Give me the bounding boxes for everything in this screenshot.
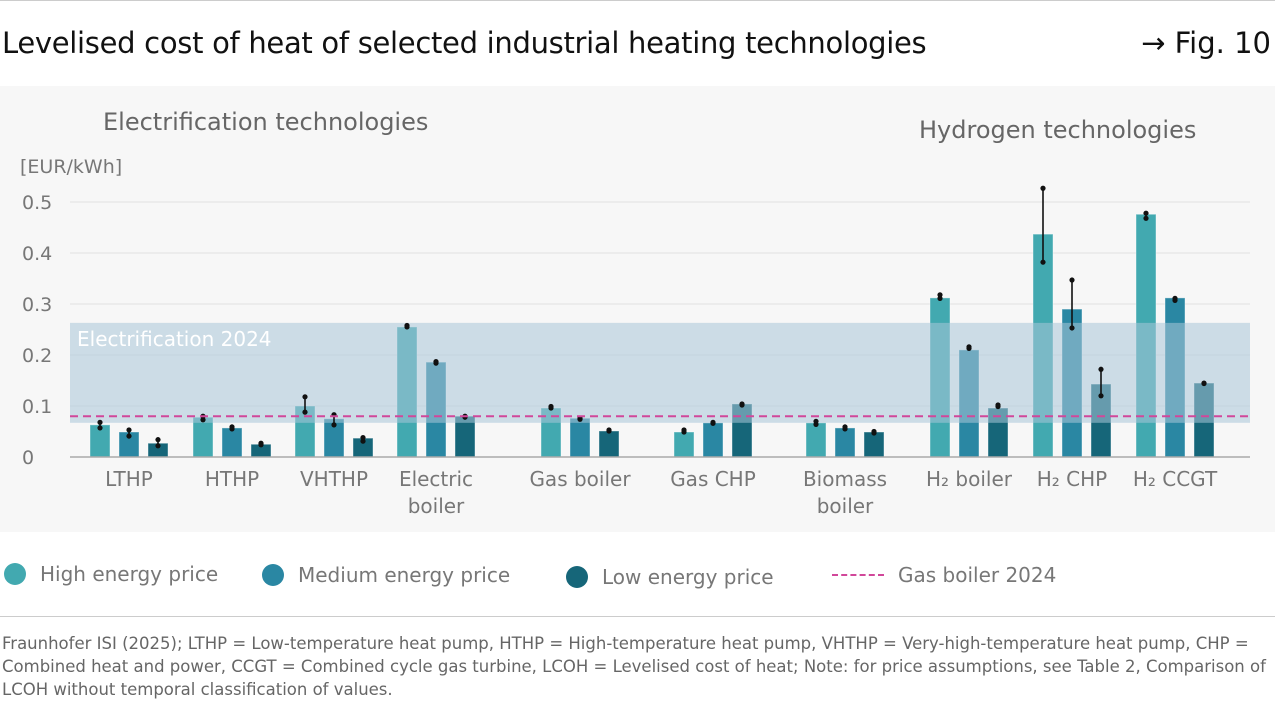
- legend-swatch-medium: [262, 564, 284, 586]
- error-max-dot: [966, 344, 972, 350]
- x-tick-label: Gas boiler: [529, 467, 631, 491]
- page-title: Levelised cost of heat of selected indus…: [2, 26, 927, 60]
- error-max-dot: [842, 424, 848, 430]
- y-tick-label: 0.1: [22, 396, 52, 418]
- error-max-dot: [404, 322, 410, 329]
- error-max-dot: [1040, 185, 1046, 191]
- x-tick-label: H₂ CHP: [1037, 467, 1107, 491]
- error-max-dot: [937, 292, 943, 298]
- error-max-dot: [548, 403, 554, 410]
- error-min-dot: [1143, 215, 1149, 221]
- x-tick-label: boiler: [817, 494, 874, 518]
- error-max-dot: [1172, 295, 1178, 301]
- error-max-dot: [813, 418, 819, 424]
- error-max-dot: [995, 402, 1001, 408]
- error-max-dot: [155, 437, 161, 443]
- bar-0-1: [192, 416, 214, 458]
- error-min-dot: [331, 422, 337, 428]
- legend-high: High energy price: [4, 562, 218, 586]
- error-max-dot: [1201, 380, 1207, 386]
- error-max-dot: [739, 401, 745, 407]
- y-tick-label: 0.3: [22, 294, 52, 316]
- error-max-dot: [710, 419, 716, 425]
- error-max-dot: [1069, 277, 1075, 283]
- bar-1-5: [702, 422, 724, 458]
- y-tick-label: 0.2: [22, 345, 52, 367]
- error-max-dot: [606, 427, 612, 433]
- error-max-dot: [97, 419, 103, 425]
- legend-label: Low energy price: [602, 565, 774, 589]
- error-max-dot: [126, 427, 132, 433]
- error-min-dot: [360, 438, 366, 444]
- error-max-dot: [229, 424, 235, 430]
- bar-0-5: [673, 431, 695, 458]
- bar-0-6: [805, 422, 827, 458]
- legend-medium: Medium energy price: [262, 563, 510, 587]
- y-axis-label: [EUR/kWh]: [20, 156, 122, 178]
- legend-label: Gas boiler 2024: [898, 563, 1057, 587]
- error-min-dot: [97, 425, 103, 431]
- bar-1-1: [221, 427, 243, 458]
- x-tick-label: Electric: [399, 467, 473, 491]
- x-tick-label: H₂ boiler: [926, 467, 1013, 491]
- error-min-dot: [302, 409, 308, 415]
- figure-reference: → Fig. 10: [1141, 26, 1271, 60]
- x-tick-label: VHTHP: [300, 467, 368, 491]
- y-tick-label: 0: [22, 447, 34, 469]
- legend-label: Medium energy price: [298, 563, 511, 587]
- error-max-dot: [681, 427, 687, 433]
- error-min-dot: [937, 295, 943, 301]
- x-tick-label: HTHP: [205, 467, 259, 491]
- y-tick-label: 0.5: [22, 192, 52, 214]
- legend-swatch-low: [566, 566, 588, 588]
- bar-2-4: [598, 430, 620, 458]
- error-min-dot: [200, 417, 206, 423]
- bar-chart: 0 0.1 0.2 0.3 0.4 0.5 [EUR/kWh] Electrification…: [20, 108, 1250, 518]
- legend-reference: Gas boiler 2024: [832, 563, 1056, 587]
- error-max-dot: [258, 440, 264, 446]
- legend-low: Low energy price: [566, 565, 774, 589]
- error-max-dot: [360, 435, 366, 441]
- footnote: Fraunhofer ISI (2025); LTHP = Low-temper…: [2, 634, 1266, 699]
- error-min-dot: [126, 433, 132, 439]
- y-tick-label: 0.4: [22, 243, 52, 265]
- error-min-dot: [155, 443, 161, 449]
- bar-1-6: [834, 427, 856, 458]
- top-divider: [0, 0, 1275, 1]
- x-tick-label: LTHP: [105, 467, 153, 491]
- divider: [0, 616, 1275, 617]
- legend: High energy price Medium energy price Lo…: [0, 560, 1275, 596]
- x-tick-label: boiler: [408, 494, 465, 518]
- section-title-hydrogen: Hydrogen technologies: [919, 116, 1196, 144]
- bar-2-6: [863, 431, 885, 458]
- band-label: Electrification 2024: [77, 327, 272, 351]
- electrification-band: [70, 322, 1250, 423]
- error-max-dot: [302, 394, 308, 400]
- error-min-dot: [1069, 325, 1075, 331]
- error-max-dot: [433, 359, 439, 365]
- legend-label: High energy price: [40, 562, 219, 586]
- error-min-dot: [1098, 393, 1104, 399]
- x-tick-label: Biomass: [803, 467, 887, 491]
- legend-dash: [832, 574, 884, 576]
- x-tick-label: H₂ CCGT: [1133, 467, 1218, 491]
- error-min-dot: [1040, 259, 1046, 265]
- legend-swatch-high: [4, 563, 26, 585]
- section-title-electrification: Electrification technologies: [103, 108, 428, 136]
- bar-1-4: [569, 417, 591, 458]
- error-max-dot: [871, 428, 877, 435]
- error-max-dot: [1143, 210, 1149, 216]
- error-max-dot: [1098, 366, 1104, 372]
- x-tick-label: Gas CHP: [670, 467, 756, 491]
